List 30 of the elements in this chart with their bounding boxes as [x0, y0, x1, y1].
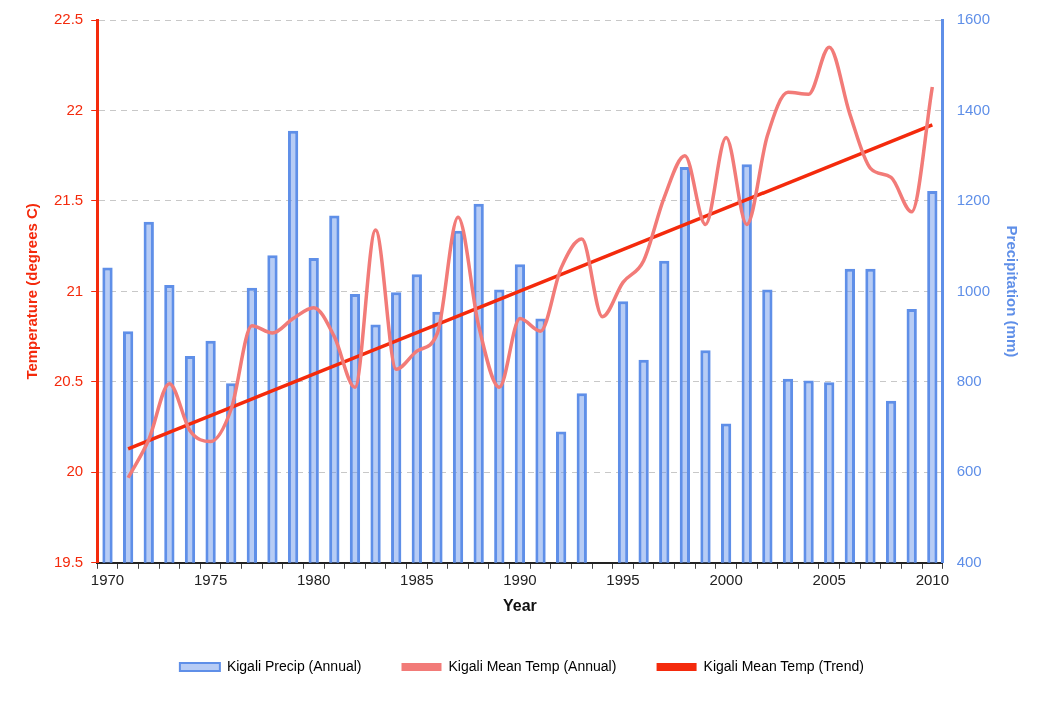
y-tick-label: 20.5 — [53, 372, 84, 390]
y-tick-label: 19.5 — [53, 552, 84, 570]
x-tick-label: 1980 — [297, 570, 331, 588]
y2-tick-label: 600 — [956, 462, 982, 480]
y2-tick-label: 1400 — [956, 100, 991, 118]
y2-tick-label: 1200 — [956, 191, 991, 209]
y2-axis-title: Precipitation (mm) — [1003, 225, 1021, 358]
x-tick-label: 1990 — [503, 570, 537, 588]
x-tick-label: 1995 — [606, 570, 640, 588]
y-tick-label: 21 — [66, 281, 84, 299]
y-tick-label: 20 — [66, 462, 84, 480]
x-tick-label: 2010 — [915, 570, 950, 588]
legend-label: Kigali Mean Temp (Trend) — [703, 657, 864, 674]
y-tick-label: 21.5 — [53, 191, 84, 209]
line-series — [126, 45, 935, 480]
y2-tick-label: 1600 — [956, 10, 991, 28]
x-tick-label: 1985 — [400, 570, 434, 588]
y2-tick-label: 400 — [956, 552, 982, 570]
x-tick-label: 2000 — [709, 570, 743, 588]
y-tick-label: 22.5 — [53, 10, 84, 28]
y2-tick-label: 800 — [956, 372, 982, 390]
legend-label: Kigali Mean Temp (Annual) — [448, 657, 617, 674]
y-axis-title: Temperature (degrees C) — [23, 203, 41, 380]
y2-tick-label: 1000 — [956, 281, 991, 299]
legend-label: Kigali Precip (Annual) — [226, 657, 362, 674]
x-axis-title: Year — [503, 596, 537, 614]
y-tick-label: 22 — [66, 100, 84, 118]
x-tick-label: 1975 — [193, 570, 228, 588]
x-tick-label: 1970 — [90, 570, 125, 588]
x-tick-label: 2005 — [812, 570, 846, 588]
